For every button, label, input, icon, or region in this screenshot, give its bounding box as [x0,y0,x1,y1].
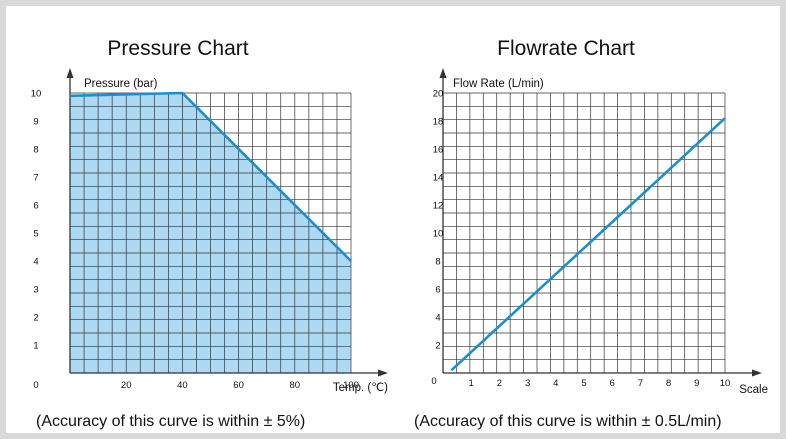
x-tick-label: 1 [469,378,474,389]
y-tick-label: 8 [33,145,38,156]
accuracy-note-2: (Accuracy of this curve is within ± 0.5L… [414,413,722,430]
y-tick-label: 6 [435,285,440,296]
y-tick-label: 10 [31,89,42,100]
grid-lines-1 [69,92,352,374]
x-tick-label: 6 [610,378,615,389]
y-tick-label: 2 [435,341,440,352]
y-tick-label: 8 [435,257,440,268]
y-axis-label-2: Flow Rate (L/min) [453,78,544,90]
x-tick-label: 5 [581,378,586,389]
y-axis-label-1: Pressure (bar) [84,78,158,90]
x-tick-label: 20 [121,380,132,391]
y-tick-label: 3 [33,285,38,296]
y-tick-label: 16 [433,145,444,156]
origin-tick-label: 0 [33,380,38,391]
x-tick-label: 9 [694,378,699,389]
y-tick-label: 18 [433,117,444,128]
x-axis-label-2: Scale [739,384,768,396]
y-axis-arrow [439,68,447,78]
y-tick-label: 6 [33,201,38,212]
y-tick-label: 20 [433,89,444,100]
series-line-2 [450,117,726,372]
x-tick-label: 100 [343,380,359,391]
x-tick-label: 4 [553,378,558,389]
x-tick-label: 8 [666,378,671,389]
x-tick-label: 80 [290,380,301,391]
grid-lines-2 [442,92,726,374]
x-axis-label-1: Temp. (℃) [333,382,388,394]
origin-tick-label: 0 [431,376,436,387]
x-tick-label: 7 [638,378,643,389]
y-axis-arrow [66,68,74,78]
accuracy-note-1: (Accuracy of this curve is within ± 5%) [36,413,305,430]
y-tick-label: 14 [433,173,444,184]
y-tick-label: 1 [33,341,38,352]
x-tick-label: 40 [177,380,188,391]
y-tick-label: 2 [33,313,38,324]
y-tick-label: 10 [433,229,444,240]
x-axis-arrow [752,369,762,377]
y-tick-label: 4 [33,257,38,268]
series-line-1 [69,91,352,262]
y-tick-label: 4 [435,313,440,324]
chart-title-2: Flowrate Chart [497,37,635,60]
x-tick-label: 60 [233,380,244,391]
y-tick-label: 7 [33,173,38,184]
y-tick-label: 12 [433,201,444,212]
x-tick-label: 10 [720,378,731,389]
y-tick-label: 5 [33,229,38,240]
chart-title-1: Pressure Chart [107,37,248,60]
x-axis-arrow [378,369,388,377]
x-tick-label: 2 [497,378,502,389]
x-tick-label: 3 [525,378,530,389]
y-tick-label: 9 [33,117,38,128]
